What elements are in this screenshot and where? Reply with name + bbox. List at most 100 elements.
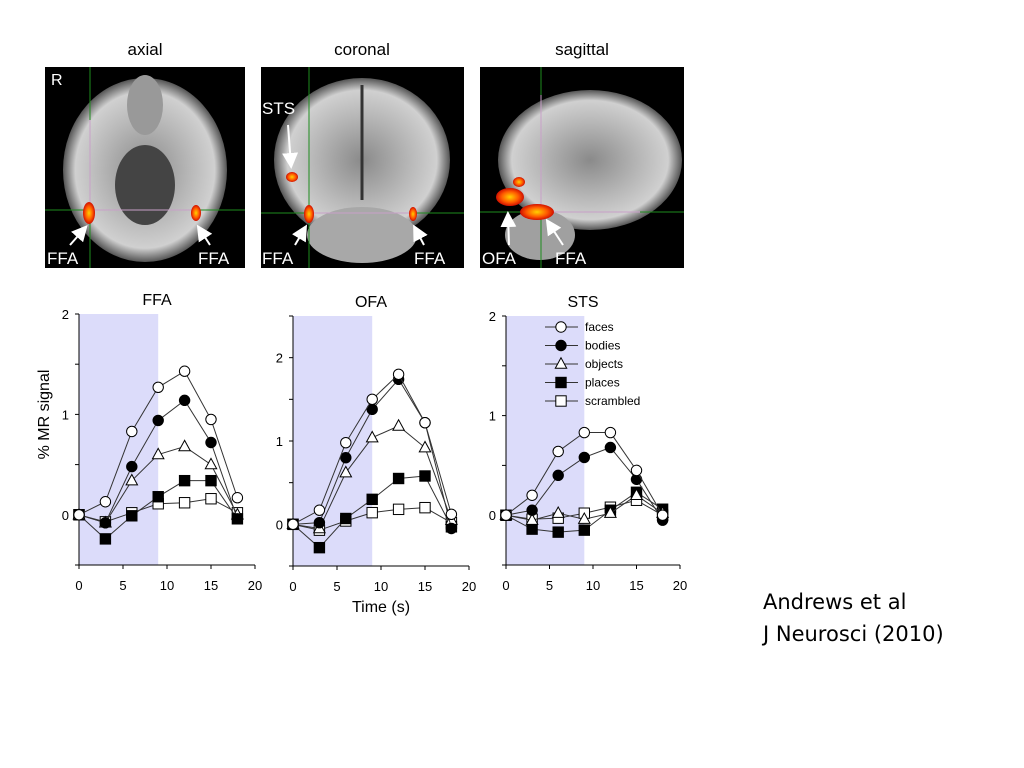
series-faces — [73, 365, 244, 521]
data-point — [152, 491, 164, 503]
data-point — [204, 457, 218, 470]
legend-label: bodies — [585, 339, 620, 353]
data-point — [366, 393, 378, 406]
data-point — [366, 493, 378, 506]
y-tick-label: 0 — [62, 508, 69, 523]
legend: faces bodies objects places scrambled — [545, 320, 640, 408]
data-point — [313, 504, 326, 516]
data-point — [231, 492, 244, 504]
x-tick-label: 10 — [374, 579, 388, 594]
region-label: FFA — [414, 249, 446, 268]
data-point — [365, 430, 379, 443]
data-point — [340, 512, 352, 525]
data-point — [205, 493, 217, 505]
data-point — [555, 376, 567, 389]
data-point — [313, 516, 326, 529]
x-tick-label: 15 — [629, 578, 643, 593]
data-point — [526, 504, 538, 516]
coronal-title: coronal — [334, 40, 390, 59]
axial-title: axial — [128, 40, 163, 59]
sagittal-panel: sagittal OFA FFA — [480, 40, 684, 268]
y-tick-label: 2 — [276, 351, 283, 366]
data-point — [629, 488, 644, 500]
data-point — [178, 439, 192, 452]
chart-title: FFA — [142, 292, 172, 309]
region-label: STS — [262, 99, 295, 118]
data-point — [552, 445, 564, 458]
y-tick-label: 1 — [489, 409, 496, 424]
legend-item: places — [545, 376, 620, 390]
legend-label: objects — [585, 357, 623, 371]
data-point — [178, 394, 191, 407]
data-point — [552, 469, 564, 482]
data-point — [419, 416, 431, 429]
legend-item: objects — [545, 356, 623, 371]
data-point — [555, 339, 567, 352]
data-point — [419, 470, 431, 482]
chart-title: OFA — [355, 294, 387, 311]
data-point — [178, 497, 191, 509]
data-point — [99, 496, 112, 508]
legend-label: faces — [585, 320, 614, 334]
region-label: FFA — [555, 249, 587, 268]
data-point — [392, 418, 406, 431]
legend-item: faces — [545, 320, 614, 334]
data-point — [126, 425, 138, 438]
data-point — [392, 368, 405, 381]
y-tick-label: 0 — [276, 517, 283, 532]
data-point — [340, 451, 352, 464]
activation-blob — [520, 204, 554, 220]
data-point — [178, 474, 191, 487]
data-point — [419, 501, 431, 514]
stimulus-period-shade — [79, 314, 159, 565]
data-point — [630, 464, 643, 477]
y-tick-label: 2 — [62, 307, 69, 322]
data-point — [340, 436, 352, 449]
y-tick-label: 1 — [62, 407, 69, 422]
data-point — [73, 509, 85, 521]
citation-journal: J Neurosci (2010) — [763, 622, 944, 646]
data-point — [125, 473, 139, 486]
data-point — [555, 321, 567, 333]
x-tick-label: 0 — [502, 578, 509, 593]
x-tick-label: 15 — [418, 579, 432, 594]
activation-blob — [304, 205, 314, 223]
stimulus-period-shade — [293, 316, 373, 566]
region-label: OFA — [482, 249, 517, 268]
data-point — [287, 518, 299, 531]
data-point — [418, 440, 432, 453]
legend-item: bodies — [545, 339, 620, 353]
data-point — [366, 506, 378, 519]
x-tick-label: 10 — [586, 578, 600, 593]
x-tick-label: 20 — [462, 579, 476, 594]
data-point — [656, 509, 669, 521]
data-point — [152, 414, 164, 427]
sagittal-title: sagittal — [555, 40, 609, 59]
x-tick-label: 20 — [248, 578, 262, 593]
data-point — [231, 513, 244, 525]
citation-authors: Andrews et al — [763, 590, 907, 614]
x-tick-label: 5 — [119, 578, 126, 593]
data-point — [392, 472, 405, 485]
data-point — [339, 465, 353, 478]
region-label: FFA — [198, 249, 230, 268]
stimulus-period-shade — [506, 316, 585, 565]
data-point — [392, 503, 405, 516]
y-tick-label: 0 — [489, 508, 496, 523]
citation: Andrews et al J Neurosci (2010) — [763, 586, 944, 650]
data-point — [552, 526, 564, 538]
data-point — [151, 447, 165, 460]
x-tick-label: 0 — [289, 579, 296, 594]
series-faces — [500, 426, 669, 521]
data-point — [500, 509, 512, 521]
data-point — [604, 441, 617, 454]
data-point — [99, 517, 112, 529]
data-point — [526, 489, 538, 501]
data-point — [525, 512, 539, 525]
data-point — [205, 413, 217, 426]
data-point — [99, 533, 112, 545]
